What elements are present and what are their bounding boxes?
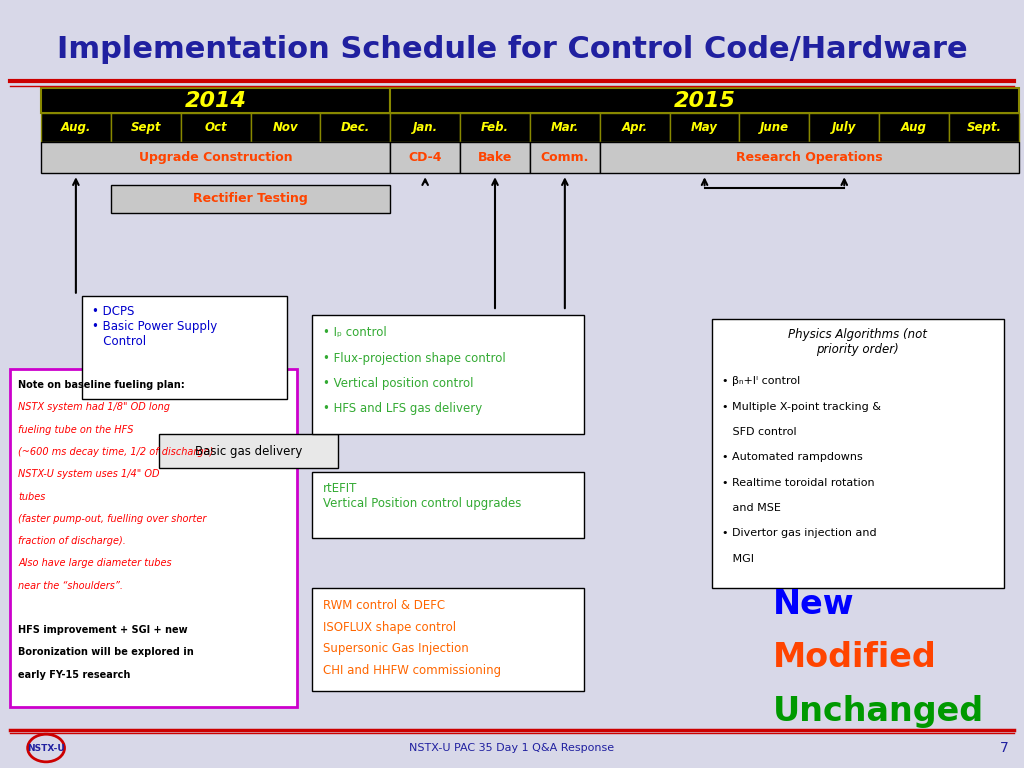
Bar (82, 296, 287, 399)
Bar (251, 113, 321, 142)
Text: Modified: Modified (773, 641, 937, 674)
Text: Apr.: Apr. (622, 121, 648, 134)
Text: Sept: Sept (130, 121, 161, 134)
Text: Rectifier Testing: Rectifier Testing (194, 193, 308, 205)
Bar (10, 369, 297, 707)
Bar (390, 113, 460, 142)
Text: NSTX-U: NSTX-U (28, 743, 65, 753)
Text: • Divertor gas injection and: • Divertor gas injection and (722, 528, 877, 538)
Bar (460, 113, 530, 142)
Text: • Vertical position control: • Vertical position control (323, 377, 473, 390)
Bar (739, 113, 809, 142)
Text: Boronization will be explored in: Boronization will be explored in (18, 647, 195, 657)
Text: ISOFLUX shape control: ISOFLUX shape control (323, 621, 456, 634)
Text: Bake: Bake (478, 151, 512, 164)
Text: • Flux-projection shape control: • Flux-projection shape control (323, 352, 505, 365)
Text: fueling tube on the HFS: fueling tube on the HFS (18, 425, 134, 435)
Bar (180, 113, 251, 142)
Text: July: July (833, 121, 856, 134)
Bar (390, 88, 1019, 113)
Bar (530, 113, 600, 142)
Text: CHI and HHFW commissioning: CHI and HHFW commissioning (323, 664, 501, 677)
Text: • HFS and LFS gas delivery: • HFS and LFS gas delivery (323, 402, 482, 415)
Text: Aug.: Aug. (60, 121, 91, 134)
Text: • Realtime toroidal rotation: • Realtime toroidal rotation (722, 478, 874, 488)
Text: Oct: Oct (204, 121, 227, 134)
Text: HFS improvement + SGI + new: HFS improvement + SGI + new (18, 625, 188, 635)
Text: near the “shoulders”.: near the “shoulders”. (18, 581, 124, 591)
Bar (390, 142, 460, 173)
Text: Nov: Nov (272, 121, 298, 134)
Text: Feb.: Feb. (481, 121, 509, 134)
Text: • βₙ+lᴵ control: • βₙ+lᴵ control (722, 376, 800, 386)
Text: • Automated rampdowns: • Automated rampdowns (722, 452, 862, 462)
Text: Supersonic Gas Injection: Supersonic Gas Injection (323, 642, 468, 655)
Bar (670, 113, 739, 142)
Text: NSTX-U system uses 1/4" OD: NSTX-U system uses 1/4" OD (18, 469, 160, 479)
Text: early FY-15 research: early FY-15 research (18, 670, 131, 680)
Text: Also have large diameter tubes: Also have large diameter tubes (18, 558, 172, 568)
Text: Research Operations: Research Operations (736, 151, 883, 164)
Text: rtEFIT
Vertical Position control upgrades: rtEFIT Vertical Position control upgrade… (323, 482, 521, 509)
Bar (111, 185, 390, 213)
Text: CD-4: CD-4 (409, 151, 442, 164)
Bar (880, 113, 949, 142)
Text: Unchanged: Unchanged (773, 695, 984, 728)
Text: SFD control: SFD control (722, 427, 797, 437)
Text: Physics Algorithms (not
priority order): Physics Algorithms (not priority order) (788, 328, 927, 356)
Bar (41, 142, 390, 173)
Bar (530, 142, 600, 173)
Text: • DCPS
• Basic Power Supply
   Control: • DCPS • Basic Power Supply Control (92, 305, 217, 348)
Text: Dec.: Dec. (341, 121, 370, 134)
Text: 2014: 2014 (184, 91, 247, 111)
Bar (312, 472, 584, 538)
Text: • Multiple X-point tracking &: • Multiple X-point tracking & (722, 402, 881, 412)
Bar (312, 588, 584, 691)
Text: • Iₚ control: • Iₚ control (323, 326, 386, 339)
Text: fraction of discharge).: fraction of discharge). (18, 536, 126, 546)
Bar (712, 319, 1004, 588)
Bar (159, 434, 338, 468)
Text: 2015: 2015 (674, 91, 735, 111)
Text: Aug: Aug (901, 121, 927, 134)
Text: tubes: tubes (18, 492, 46, 502)
Text: Basic gas delivery: Basic gas delivery (195, 445, 302, 458)
Text: May: May (691, 121, 718, 134)
Text: 7: 7 (999, 741, 1009, 755)
Text: NSTX system had 1/8" OD long: NSTX system had 1/8" OD long (18, 402, 170, 412)
Bar (949, 113, 1019, 142)
Text: Note on baseline fueling plan:: Note on baseline fueling plan: (18, 380, 185, 390)
Text: Sept.: Sept. (967, 121, 1001, 134)
Bar (41, 113, 111, 142)
Text: (faster pump-out, fuelling over shorter: (faster pump-out, fuelling over shorter (18, 514, 207, 524)
Text: Comm.: Comm. (541, 151, 589, 164)
Bar (460, 142, 530, 173)
Bar (600, 113, 670, 142)
Bar (600, 142, 1019, 173)
Text: Mar.: Mar. (551, 121, 579, 134)
Bar (41, 88, 390, 113)
Text: MGI: MGI (722, 554, 754, 564)
Text: Upgrade Construction: Upgrade Construction (139, 151, 293, 164)
Text: (~600 ms decay time, 1/2 of discharge): (~600 ms decay time, 1/2 of discharge) (18, 447, 214, 457)
Text: NSTX-U PAC 35 Day 1 Q&A Response: NSTX-U PAC 35 Day 1 Q&A Response (410, 743, 614, 753)
Text: RWM control & DEFC: RWM control & DEFC (323, 599, 444, 612)
Bar (312, 315, 584, 434)
Bar (809, 113, 880, 142)
Text: and MSE: and MSE (722, 503, 780, 513)
Text: June: June (760, 121, 788, 134)
Text: Jan.: Jan. (413, 121, 437, 134)
Bar (111, 113, 180, 142)
Text: Implementation Schedule for Control Code/Hardware: Implementation Schedule for Control Code… (56, 35, 968, 65)
Text: New: New (773, 588, 855, 621)
Bar (321, 113, 390, 142)
